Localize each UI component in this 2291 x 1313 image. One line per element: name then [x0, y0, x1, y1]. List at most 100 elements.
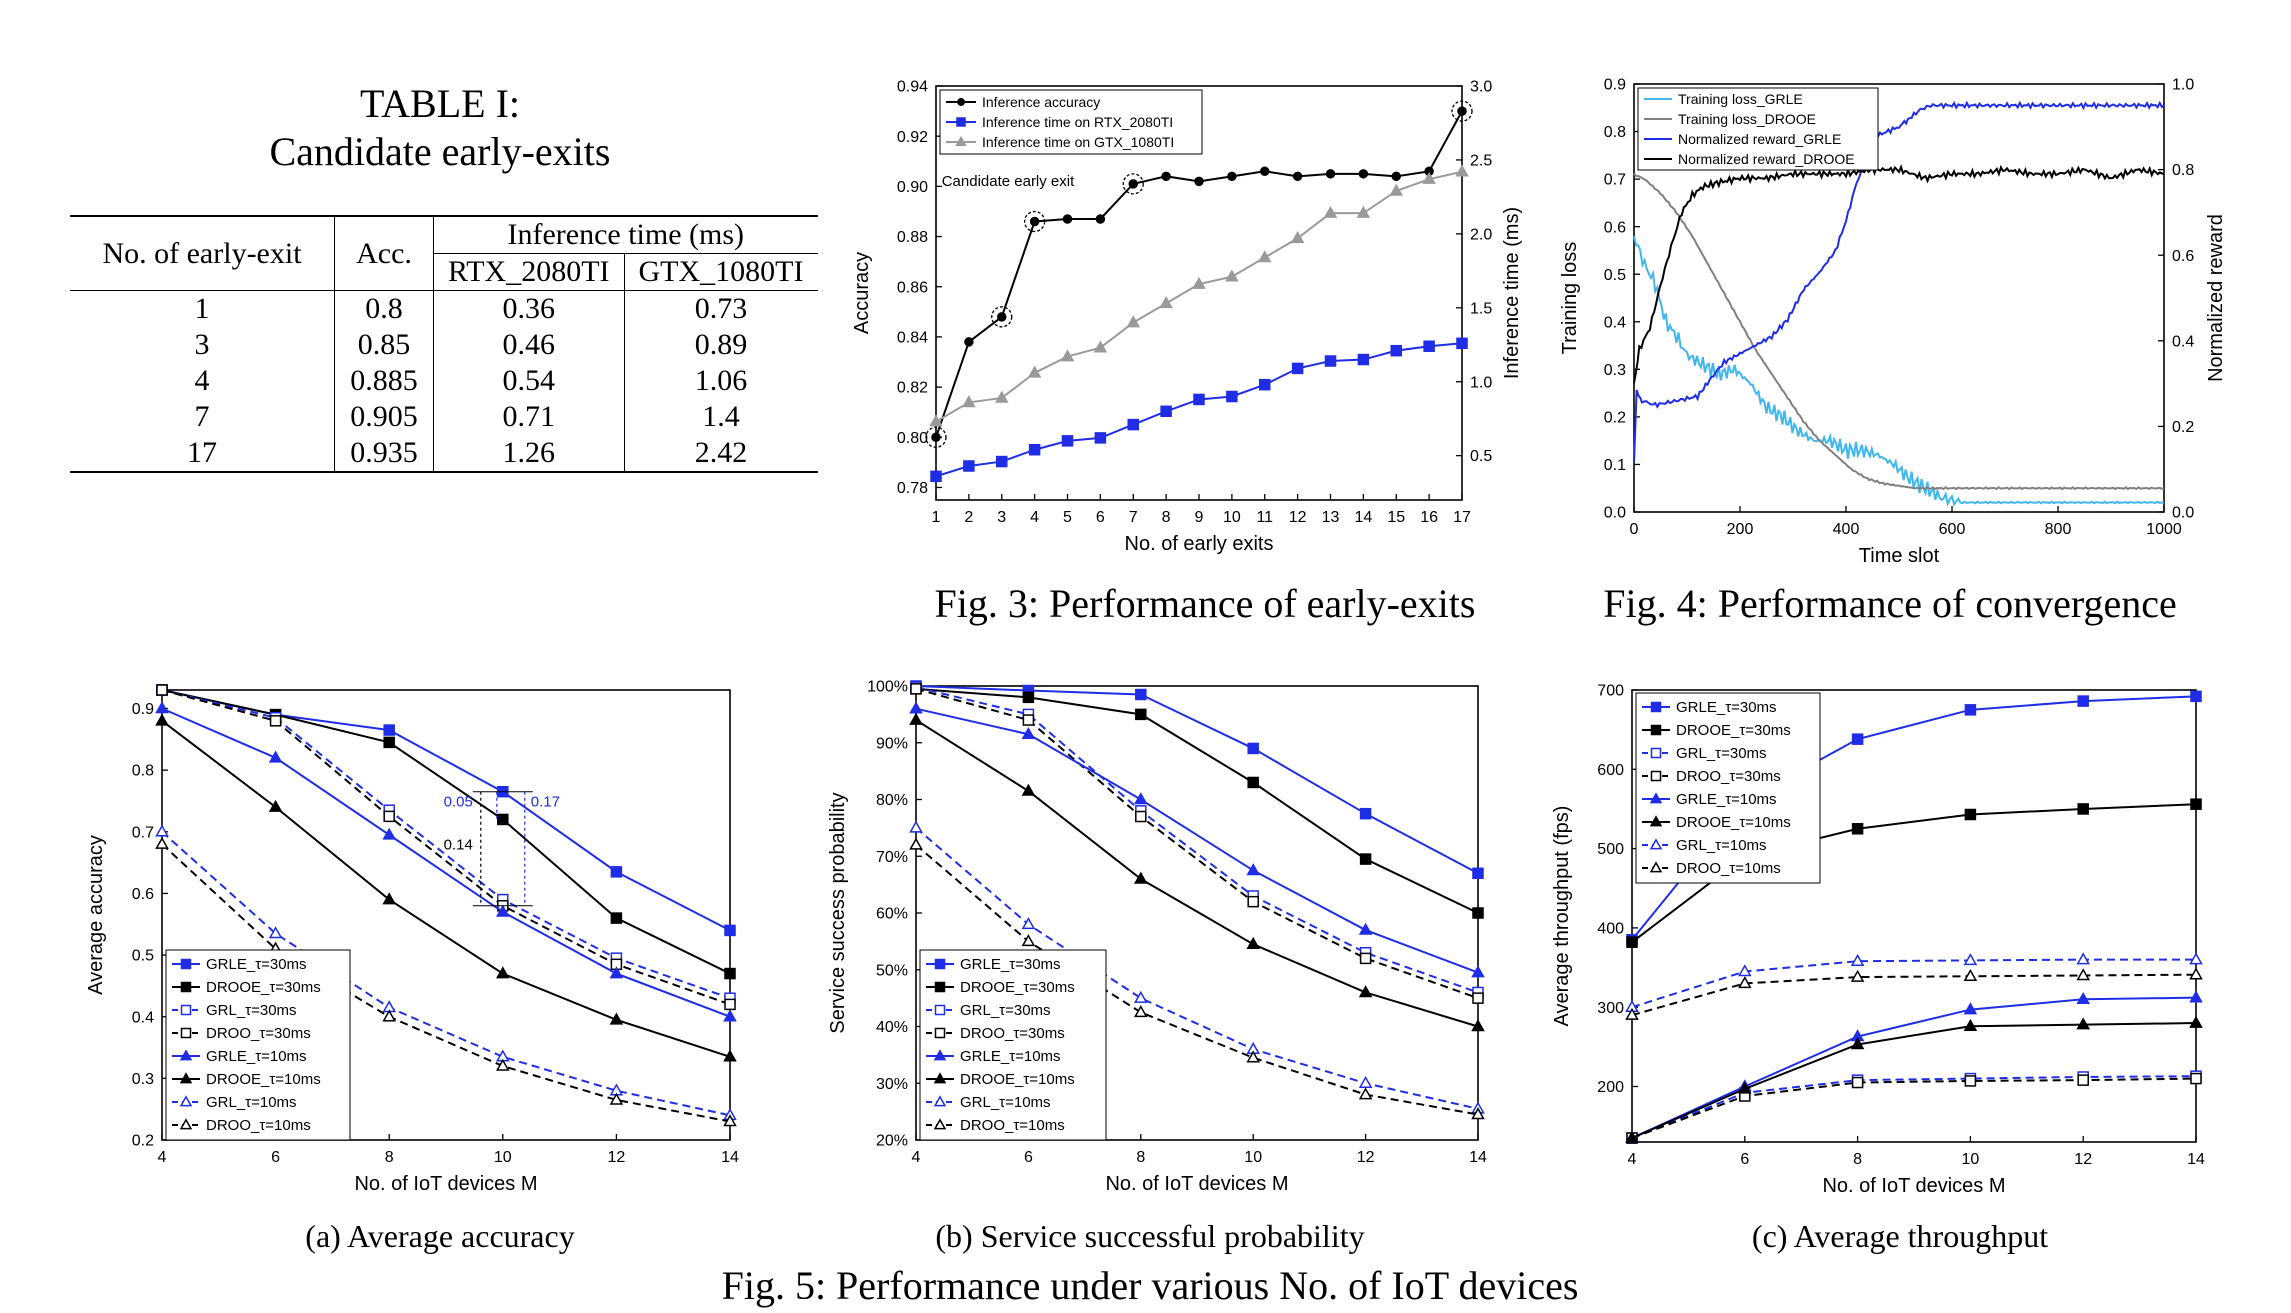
fig5c-series-6-point [1738, 964, 1752, 977]
table-row: 17 0.935 1.26 2.42 [70, 435, 818, 473]
fig5a-series-0-point [383, 724, 395, 736]
fig5c-legend-label: DROO_τ=30ms [1676, 768, 1781, 785]
fig5a-ytick-label: 0.5 [132, 948, 154, 965]
fig3-xtick-label: 10 [1223, 509, 1241, 526]
fig3-series-2-point [1422, 171, 1436, 184]
fig3-legend-label: Inference time on GTX_1080TI [982, 134, 1174, 150]
fig3-series-1-point [996, 455, 1008, 468]
fig3-series-1-point [1061, 435, 1074, 447]
cell: 3 [194, 328, 210, 361]
fig3-ytick-label: 0.80 [897, 430, 928, 447]
fig5c-series-4-point [2189, 990, 2203, 1003]
fig5b-series-7-point [1134, 1005, 1148, 1018]
fig5b-legend-box [919, 949, 1107, 1141]
fig5a-legend-marker [180, 981, 192, 993]
table-row: 4 0.885 0.54 1.06 [70, 363, 818, 399]
fig5b-series-5-point [1358, 985, 1373, 998]
fig5a-series-3-point [724, 998, 736, 1011]
fig5b-series-1-point [1472, 907, 1484, 919]
fig5c-series-7-point [1850, 969, 1865, 982]
header-no-exit: No. of early-exit [70, 215, 335, 291]
fig5a-legend-marker [179, 1072, 193, 1084]
fig3-series-1-point [963, 460, 975, 472]
fig5b-series-1-line [915, 687, 1479, 914]
fig3-series-1-point [1324, 355, 1337, 367]
fig5c-series-7-point [2189, 967, 2203, 980]
fig5c-legend-label: GRL_τ=30ms [1676, 745, 1767, 762]
fig5c-series-7-point [1963, 968, 1978, 982]
fig5b-ytick-label: 60% [876, 906, 908, 923]
fig5b-series-4-point [909, 701, 923, 714]
fig5c-series-1-point [1626, 936, 1638, 948]
fig3-series-1-point [1160, 405, 1172, 418]
fig5c-series-3-point [2190, 1072, 2202, 1085]
fig3-xtick-label: 9 [1195, 509, 1204, 526]
fig5a-legend-label: DROOE_τ=30ms [206, 979, 321, 996]
fig5b-series-7-point [1358, 1087, 1373, 1100]
cell: 1.4 [623, 399, 818, 435]
fig4-ytick-label: 0.4 [1604, 314, 1626, 331]
fig3-series-1-point [1226, 390, 1238, 403]
cell: 0.85 [334, 327, 434, 363]
fig5c-series-0-point [1964, 704, 1977, 716]
fig3-series-2-point [1093, 340, 1108, 353]
fig5a-legend-marker [179, 1095, 193, 1107]
fig3-series-2-point [1389, 183, 1404, 196]
fig5c-legend-marker [1649, 792, 1663, 804]
fig5a-series-4-point [609, 966, 624, 979]
fig5a-series-4-line [161, 707, 731, 1018]
fig5a-legend-label: GRL_τ=10ms [206, 1094, 297, 1111]
fig3-series-0-point [1457, 106, 1467, 116]
fig5c-series-7-point [1625, 1007, 1639, 1020]
cell: 0.36 [433, 290, 625, 327]
fig3-series-0-point [1227, 171, 1237, 182]
fig5a-series-1-point [610, 912, 623, 924]
fig5a-series-1-point [497, 813, 509, 826]
fig5b-series-3-point [910, 683, 922, 695]
fig5c-legend-marker [1650, 770, 1662, 782]
fig5b-series-3-line [915, 687, 1479, 1000]
cell: 2.42 [623, 435, 818, 473]
cell: 0.54 [433, 363, 625, 399]
fig5b-series-0-point [1359, 807, 1372, 820]
fig5a-series-6-line [161, 831, 731, 1117]
fig5b-ylabel: Service success probability [827, 792, 849, 1033]
fig3-ylabel: Accuracy [851, 252, 873, 334]
fig3-series-2-point [1257, 250, 1272, 263]
fig3-series-0-point [1062, 214, 1073, 224]
fig4-ytick-label: 0.9 [1604, 77, 1626, 94]
fig5b-legend-marker [933, 1072, 947, 1084]
fig5a-series-1-point [724, 967, 736, 980]
fig5b-series-4-point [1021, 726, 1036, 740]
fig3-series-1-point [1423, 340, 1435, 352]
fig5b-ytick-label: 50% [876, 962, 908, 979]
fig3-series-0-point [1161, 171, 1171, 182]
fig5b-series-5-line [915, 719, 1479, 1028]
fig5c-series-6-point [2076, 952, 2090, 965]
fig5b-series-1-point [1022, 691, 1035, 704]
fig5a-series-7-point [723, 1114, 737, 1127]
fig3-ytick-label: 0.86 [897, 279, 928, 296]
fig5a-series-6-point [268, 926, 283, 939]
fig3-series-1-line [935, 342, 1463, 478]
fig5a-legend-marker [180, 958, 192, 970]
fig3-series-1-point [1291, 362, 1304, 375]
fig5c-series-3-point [2077, 1074, 2089, 1086]
cell: 17 [70, 435, 335, 473]
fig5b-caption: (b) Service successful probability [935, 1218, 1365, 1254]
fig5a-legend-label: DROO_τ=30ms [206, 1025, 311, 1042]
fig3-xtick-label: 13 [1322, 509, 1340, 526]
fig5b-series-0-point [1472, 867, 1484, 880]
fig5a-series-4-point [155, 701, 169, 714]
cell: 0.89 [623, 327, 818, 363]
fig5c-legend-label: GRL_τ=10ms [1676, 837, 1767, 854]
fig3-y2tick-label: 3.0 [1470, 79, 1492, 96]
fig5c-series-0-point [1851, 733, 1864, 745]
fig5a-xtick-label: 4 [158, 1149, 167, 1166]
fig5b-series-7-point [1471, 1107, 1485, 1120]
fig3-xtick-label: 4 [1030, 509, 1039, 526]
fig5c-ytick-label: 500 [1597, 841, 1624, 858]
fig3-series-0-point [1260, 166, 1270, 177]
fig5b-legend-label: GRL_τ=30ms [960, 1002, 1051, 1019]
